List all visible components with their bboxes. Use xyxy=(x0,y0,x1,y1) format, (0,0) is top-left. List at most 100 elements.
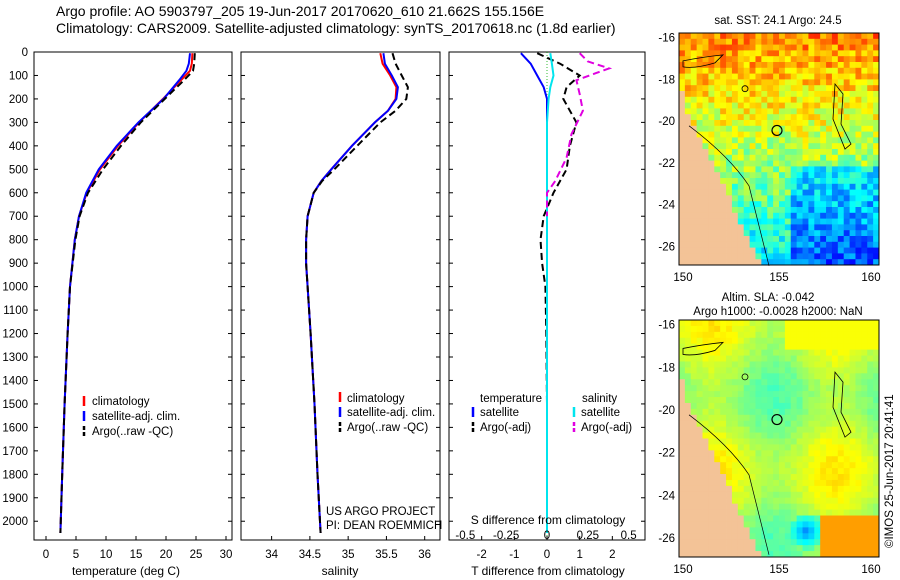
map-cell xyxy=(679,503,686,510)
map-cell xyxy=(731,551,739,558)
map-cell xyxy=(784,259,792,266)
map-cell xyxy=(690,195,698,202)
map-cell xyxy=(790,38,798,45)
depth-tick-label: 1900 xyxy=(2,493,28,505)
map-cell xyxy=(790,367,798,374)
map-cell xyxy=(749,551,756,558)
map-cell xyxy=(743,456,750,463)
map-cell xyxy=(737,539,745,546)
map-cell xyxy=(714,325,721,333)
map-cell xyxy=(790,408,798,416)
map-cell xyxy=(714,343,721,351)
map-cell xyxy=(684,207,692,214)
map-cell xyxy=(761,468,768,475)
map-cell xyxy=(684,420,692,428)
project-note-line2: PI: DEAN ROEMMICH xyxy=(326,520,442,532)
map-cell xyxy=(773,96,780,103)
map-cell xyxy=(767,479,774,487)
map-cell xyxy=(867,73,874,80)
map-cell xyxy=(749,143,756,150)
map-cell xyxy=(820,218,827,225)
map-cell xyxy=(708,385,715,392)
map-cell xyxy=(702,189,709,196)
map-cell xyxy=(849,420,856,428)
map-cell xyxy=(690,91,698,98)
map-cell xyxy=(849,385,856,392)
map-cell xyxy=(802,189,809,196)
map-cell xyxy=(790,414,798,422)
map-cell xyxy=(867,236,874,243)
map-cell xyxy=(796,154,803,161)
map-cell xyxy=(737,361,745,368)
map-cell xyxy=(708,120,715,127)
map-cell xyxy=(820,521,827,528)
map-cell xyxy=(743,44,750,51)
map-cell xyxy=(702,125,709,132)
map-cell xyxy=(784,479,792,487)
map-cell xyxy=(690,62,698,69)
map-cell xyxy=(814,491,821,499)
map-cell xyxy=(690,385,698,392)
map-cell xyxy=(831,149,839,156)
map-cell xyxy=(731,402,739,410)
map-cell xyxy=(849,539,856,546)
map-cell xyxy=(761,397,768,404)
map-cell xyxy=(720,527,727,534)
map-cell xyxy=(737,402,745,410)
map-cell xyxy=(708,212,715,219)
map-cell xyxy=(731,224,739,231)
map-cell xyxy=(790,503,798,510)
map-cell xyxy=(796,391,803,398)
map-cell xyxy=(826,195,833,202)
map-cell xyxy=(855,438,862,445)
depth-tick-label: 1600 xyxy=(2,422,28,434)
map-cell xyxy=(808,62,815,69)
map-cell xyxy=(755,444,762,451)
map-cell xyxy=(843,408,850,416)
map-cell xyxy=(708,515,715,522)
map-cell xyxy=(814,56,821,63)
figure-title-line1: Argo profile: AO 5903797_205 19-Jun-2017… xyxy=(56,3,545,19)
map-cell xyxy=(790,108,798,115)
map-cell xyxy=(696,545,703,552)
map-cell xyxy=(796,166,803,173)
map-cell xyxy=(714,361,721,368)
map-cell xyxy=(773,44,780,51)
map-cell xyxy=(820,485,827,493)
map-cell xyxy=(684,468,692,475)
map-cell xyxy=(737,259,745,266)
map-cell xyxy=(708,38,715,45)
map-cell xyxy=(702,551,709,558)
map-cell xyxy=(831,62,839,69)
map-cell xyxy=(726,491,733,499)
map-cell xyxy=(843,259,850,266)
map-cell xyxy=(808,259,815,266)
map-cell xyxy=(808,325,815,333)
map-cell xyxy=(737,491,745,499)
map-cell xyxy=(867,241,874,248)
map-cell xyxy=(779,385,786,392)
map-cell xyxy=(767,367,774,374)
map-cell xyxy=(708,397,715,404)
x-tick-label-top: 0.5 xyxy=(621,530,637,542)
map-cell xyxy=(873,337,880,345)
map-cell xyxy=(826,172,833,179)
map-cell xyxy=(790,207,798,214)
map-cell xyxy=(790,551,798,558)
map-cell xyxy=(814,137,821,144)
map-cell xyxy=(831,438,839,445)
map-cell xyxy=(767,131,774,138)
map-cell xyxy=(696,50,703,57)
map-cell xyxy=(849,62,856,69)
map-cell xyxy=(784,367,792,374)
map-cell xyxy=(761,361,768,368)
map-cell xyxy=(767,444,774,451)
map-cell xyxy=(790,154,798,161)
map-cell xyxy=(820,178,827,185)
map-cell xyxy=(702,355,709,362)
map-cell xyxy=(843,160,850,167)
map-cell xyxy=(855,414,862,422)
map-cell xyxy=(726,114,733,121)
map-cell xyxy=(737,67,745,74)
map-cell xyxy=(761,96,768,103)
